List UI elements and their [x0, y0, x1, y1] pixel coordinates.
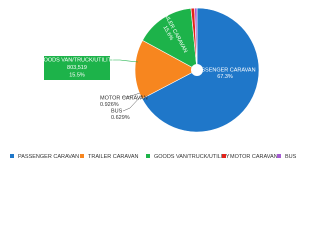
legend-label: GOODS VAN/TRUCK/UTILITY: [154, 154, 230, 160]
leader-line: [122, 92, 141, 98]
slice-label-line: 67.3%: [217, 74, 233, 80]
slice-label-line: 0.926%: [100, 102, 119, 108]
legend-swatch: [80, 154, 84, 158]
legend-label: PASSENGER CARAVAN: [18, 154, 79, 160]
legend-swatch: [222, 154, 226, 158]
label-box: [44, 56, 110, 80]
legend-item: TRAILER CARAVAN: [80, 154, 139, 160]
pie-slice: [134, 39, 198, 100]
legend-item: PASSENGER CARAVAN: [10, 154, 79, 160]
legend-swatch: [10, 154, 14, 158]
legend-label: TRAILER CARAVAN: [88, 154, 139, 160]
pie-slice: [194, 7, 198, 71]
legend-swatch: [277, 154, 281, 158]
legend-item: GOODS VAN/TRUCK/UTILITY: [146, 154, 230, 160]
slice-label-line: GOODS VAN/TRUCK/UTILITY: [39, 57, 115, 63]
slice-label-line: 0.629%: [111, 115, 130, 121]
leader-line: [110, 59, 139, 63]
slice-label-line: PASSENGER CARAVAN: [194, 67, 255, 73]
page: {"chart_data": {"type": "pie", "categori…: [10, 6, 297, 160]
legend-label: MOTOR CARAVAN: [230, 154, 278, 160]
legend-item: BUS: [277, 154, 297, 160]
legend-label: BUS: [285, 154, 297, 160]
slice-label-line: 15.5%: [69, 72, 85, 78]
pie-slice: [142, 7, 198, 71]
slice-label-line: BUS: [111, 108, 123, 114]
pie-hole: [191, 64, 203, 76]
leader-line: [122, 94, 143, 112]
slice-label-line: 803,519: [67, 65, 87, 71]
slice-label-line: MOTOR CARAVAN: [100, 95, 148, 101]
legend-item: MOTOR CARAVAN: [222, 154, 278, 160]
legend-swatch: [146, 154, 150, 158]
